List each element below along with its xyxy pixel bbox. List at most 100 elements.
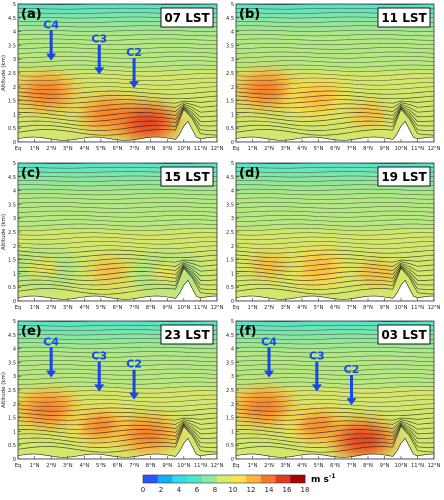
terrain [18,279,217,301]
colorbar-swatch [290,475,306,483]
x-tick-label: 10°N [177,463,190,469]
x-tick-label: 1°N [30,146,40,152]
x-tick-label: 2°N [264,305,274,311]
y-tick-label: 1.5 [8,258,16,264]
panel-label: (b) [239,7,260,22]
x-tick-label: 8°N [363,146,373,152]
x-tick-label: 12°N [210,146,223,152]
y-tick-label: 0 [231,299,234,305]
x-tick-label: 6°N [330,146,340,152]
x-tick-label: 7°N [347,463,357,469]
y-tick-label: 1 [13,271,16,277]
time-label: 07 LST [164,11,210,25]
x-tick-label: 4°N [79,146,89,152]
colorbar-unit: m s-1 [311,473,336,485]
x-tick-label: 11°N [411,463,424,469]
x-tick-label: 8°N [363,305,373,311]
x-tick-label: 2°N [46,305,56,311]
colorbar-swatch [216,475,232,483]
y-tick-label: 2.5 [226,230,234,236]
y-tick-label: 3.5 [8,360,16,366]
y-axis-label: Altitude (km) [1,372,7,408]
y-tick-label: 2.5 [8,388,16,394]
time-label-box [377,7,431,28]
x-tick-label: 12°N [210,305,223,311]
x-tick-label: 11°N [411,146,424,152]
time-label-box [160,324,214,345]
jet-arrow-head [129,392,140,400]
colorbar-swatch [143,475,159,483]
colorbar-tick-label: 14 [265,486,274,494]
jet-arrow-head [346,398,357,406]
time-label: 15 LST [164,170,210,184]
panel-2: 0 0.5 1 1.5 2 2.5 3 3.5 4 4.5 5 Eq 1°N 2°N 3°N 4°N 5°N 6°… [226,2,441,152]
x-tick-label: 4°N [79,305,89,311]
x-tick-label: 9°N [380,463,390,469]
y-tick-label: 4 [231,189,234,195]
x-tick-label: 4°N [297,146,307,152]
y-tick-label: 2.5 [226,388,234,394]
colorbar-tick-label: 12 [247,486,256,494]
terrain [236,437,434,459]
x-tick-label: 9°N [162,146,172,152]
x-tick-label: 1°N [248,305,258,311]
y-tick-label: 3 [13,216,16,222]
jet-label: C4 [261,336,277,349]
time-label: 19 LST [381,170,427,184]
y-tick-label: 4.5 [226,16,234,22]
y-tick-label: 0 [13,457,16,463]
terrain [236,279,434,301]
x-tick-label: 7°N [129,146,139,152]
y-tick-label: 3.5 [8,202,16,208]
time-label-box [377,166,431,187]
x-tick-label: 9°N [380,305,390,311]
x-tick-label: 6°N [330,305,340,311]
y-tick-label: 4.5 [8,16,16,22]
y-tick-label: 0 [231,457,234,463]
x-tick-label: 5°N [96,463,106,469]
colorbar-frame [142,474,306,484]
y-tick-label: 3.5 [8,43,16,49]
time-label-box [160,7,214,28]
colorbar-swatch [157,475,173,483]
y-tick-label: 0 [13,299,16,305]
x-tick-label: 6°N [330,463,340,469]
x-tick-label: 11°N [411,305,424,311]
y-tick-label: 4 [231,30,234,36]
x-tick-label: 3°N [281,463,291,469]
x-tick-label: 6°N [113,463,123,469]
y-tick-label: 2 [231,85,234,91]
y-tick-label: 5 [231,319,234,325]
x-tick-label: Eq [15,463,22,469]
y-tick-label: 2.5 [8,71,16,77]
panel-label: (f) [239,324,257,339]
y-tick-label: 3.5 [226,43,234,49]
y-tick-label: 3 [231,57,234,63]
colorbar-tick-label: 8 [213,486,217,494]
y-tick-label: 3 [231,374,234,380]
jet-label: C2 [126,358,142,371]
y-tick-label: 1.5 [226,416,234,422]
y-tick-label: 3 [231,216,234,222]
colorbar-unit-exponent: -1 [329,473,336,480]
x-tick-label: 1°N [248,146,258,152]
jet-arrow-head [311,384,322,392]
panel-5: 0 0.5 1 1.5 2 2.5 3 3.5 4 4.5 5 Eq 1°N 2°N 3°N 4°N 5°N 6°… [1,319,224,469]
x-tick-label: 4°N [297,463,307,469]
y-tick-label: 0.5 [226,126,234,132]
x-tick-label: 11°N [194,463,207,469]
x-tick-label: 2°N [264,463,274,469]
y-tick-label: 0.5 [226,285,234,291]
y-tick-label: 1.5 [226,99,234,105]
colorbar-swatch [246,475,262,483]
x-tick-label: 8°N [146,305,156,311]
y-tick-label: 1 [13,112,16,118]
terrain [18,437,217,459]
colorbar-tick-label: 0 [141,486,145,494]
colorbar-tick-label: 16 [283,486,292,494]
y-tick-label: 4 [13,189,16,195]
y-tick-label: 2 [13,402,16,408]
x-tick-label: 7°N [347,146,357,152]
panel-label: (a) [21,7,42,22]
